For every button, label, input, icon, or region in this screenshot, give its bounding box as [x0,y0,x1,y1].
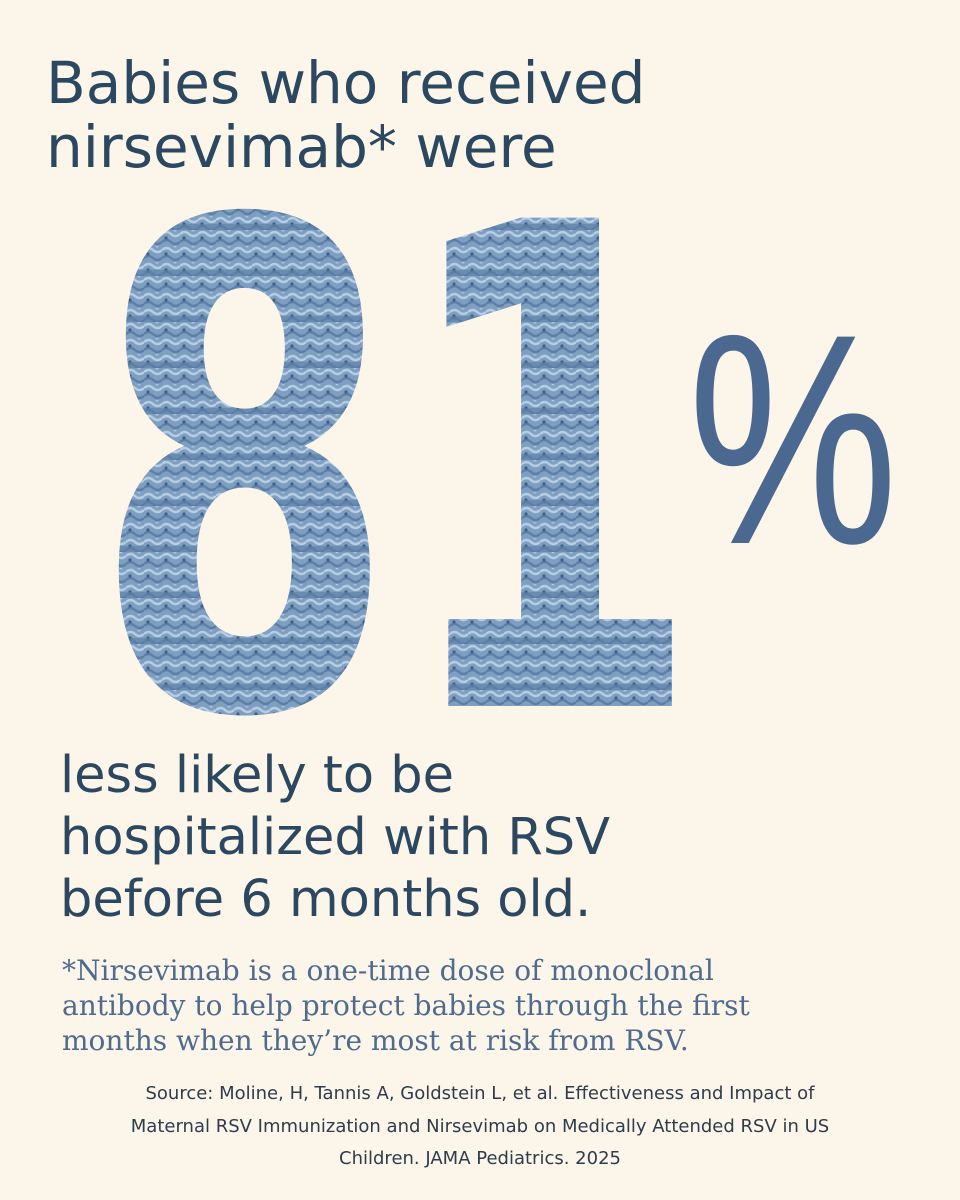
body-text: hospitalized with RSV [60,808,610,867]
headline: nirsevimab* were [46,113,557,181]
source: Maternal RSV Immunization and Nirsevimab… [131,1116,829,1137]
footnote: *Nirsevimab is a one-time dose of monocl… [62,954,714,987]
source: Children. JAMA Pediatrics. 2025 [339,1148,621,1169]
source: Source: Moline, H, Tannis A, Goldstein L… [145,1083,815,1104]
headline: Babies who received [46,49,645,117]
body-text: less likely to be [60,746,454,805]
footnote: months when they’re most at risk from RS… [62,1024,689,1057]
body-text: before 6 months old. [60,870,591,929]
footnote: antibody to help protect babies through … [62,989,751,1022]
stat-unit: % [688,271,898,607]
stat-number: 81 [92,85,702,865]
